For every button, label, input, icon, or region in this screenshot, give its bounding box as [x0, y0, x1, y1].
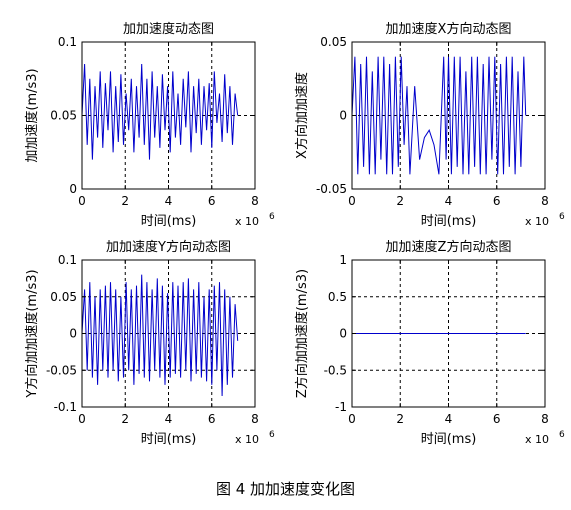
y-axis-label: 加加速度(m/s3) — [24, 68, 40, 162]
y-tick-label: -0.05 — [316, 182, 347, 196]
x-tick-label: 0 — [78, 412, 86, 426]
y-tick-label: -1 — [335, 400, 347, 414]
x-tick-label: 6 — [493, 194, 501, 208]
y-tick-label: -0.1 — [54, 400, 77, 414]
x-exponent-power: 6 — [269, 212, 275, 222]
chart-title: 加加速度动态图 — [123, 21, 214, 37]
x-tick-label: 4 — [165, 194, 173, 208]
x-tick-label: 0 — [78, 194, 86, 208]
x-tick-label: 6 — [493, 412, 501, 426]
y-axis-label: X方向加加速度 — [294, 72, 310, 159]
y-tick-label: -0.5 — [324, 363, 347, 377]
y-tick-label: 0 — [339, 109, 347, 123]
data-series-line — [351, 56, 527, 175]
x-exponent-power: 6 — [559, 430, 565, 440]
chart-title: 加加速度X方向动态图 — [386, 21, 512, 37]
x-tick-label: 4 — [445, 412, 453, 426]
x-tick-label: 8 — [251, 194, 259, 208]
x-exponent-label: x 10 — [235, 215, 259, 228]
x-tick-label: 6 — [208, 412, 216, 426]
x-tick-label: 0 — [348, 194, 356, 208]
y-tick-label: 0.05 — [50, 109, 77, 123]
x-tick-label: 4 — [445, 194, 453, 208]
x-tick-label: 6 — [208, 194, 216, 208]
x-tick-label: 2 — [121, 194, 129, 208]
y-tick-label: -0.05 — [46, 363, 77, 377]
x-exponent-label: x 10 — [235, 433, 259, 446]
y-tick-label: 0.5 — [328, 290, 347, 304]
x-axis-label: 时间(ms) — [141, 432, 197, 447]
x-tick-label: 8 — [251, 412, 259, 426]
x-axis-label: 时间(ms) — [141, 214, 197, 229]
x-exponent-power: 6 — [559, 212, 565, 222]
y-tick-label: 0.05 — [50, 290, 77, 304]
figure-caption: 图 4 加加速度变化图 — [215, 480, 356, 498]
data-series-line — [81, 63, 239, 160]
x-exponent-label: x 10 — [525, 215, 549, 228]
chart-title: 加加速度Z方向动态图 — [386, 239, 512, 255]
y-tick-label: 0 — [69, 327, 77, 341]
y-tick-label: 0.1 — [58, 253, 77, 267]
y-axis-label: Z方向加加速度(m/s3) — [294, 269, 310, 398]
x-tick-label: 2 — [396, 194, 404, 208]
x-tick-label: 2 — [121, 412, 129, 426]
x-tick-label: 8 — [541, 194, 549, 208]
chart-title: 加加速度Y方向动态图 — [106, 239, 231, 255]
x-tick-label: 2 — [396, 412, 404, 426]
x-exponent-label: x 10 — [525, 433, 549, 446]
y-tick-label: 0.05 — [320, 35, 347, 49]
x-exponent-power: 6 — [269, 430, 275, 440]
y-tick-label: 0 — [339, 327, 347, 341]
y-tick-label: 0 — [69, 182, 77, 196]
x-axis-label: 时间(ms) — [421, 432, 477, 447]
y-axis-label: Y方向加加速度(m/s3) — [24, 269, 40, 398]
x-tick-label: 0 — [348, 412, 356, 426]
x-tick-label: 4 — [165, 412, 173, 426]
y-tick-label: 0.1 — [58, 35, 77, 49]
y-tick-label: 1 — [339, 253, 347, 267]
x-tick-label: 8 — [541, 412, 549, 426]
x-axis-label: 时间(ms) — [421, 214, 477, 229]
data-series-line — [81, 274, 239, 397]
